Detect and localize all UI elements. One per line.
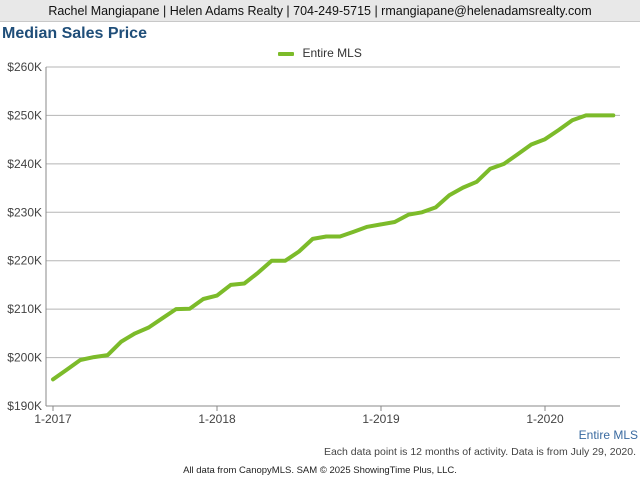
y-tick-label: $260K [7,60,42,74]
data-point [420,210,424,214]
x-tick-label: 1-2017 [34,412,72,426]
data-point [598,113,602,117]
data-point [92,355,96,359]
data-point [51,377,55,381]
data-point [283,259,287,263]
data-point [119,340,123,344]
data-point [174,307,178,311]
data-point [502,162,506,166]
data-point [270,259,274,263]
x-tick-label: 1-2018 [198,412,236,426]
contact-text: Rachel Mangiapane | Helen Adams Realty |… [48,4,592,18]
data-point [529,142,533,146]
data-point [324,235,328,238]
y-tick-label: $240K [7,157,42,171]
data-point [488,167,492,171]
axes [45,67,620,411]
data-point [584,113,588,117]
data-point [201,297,205,301]
y-tick-label: $250K [7,108,42,122]
legend-label: Entire MLS [302,46,362,60]
tick-labels: $190K $200K $210K $220K $230K $240K $250K $260K… [7,60,564,426]
data-point [406,213,410,217]
x-tick-label: 1-2019 [362,412,400,426]
data-point [311,237,315,241]
data-point [379,222,383,226]
x-tick-label: 1-2020 [526,412,564,426]
y-tick-label: $190K [7,399,42,413]
data-point [365,225,369,229]
data-point [611,113,615,117]
data-point [393,220,397,224]
y-tick-label: $200K [7,351,42,365]
data-point [447,193,451,197]
y-tick-label: $230K [7,205,42,219]
contact-bar: Rachel Mangiapane | Helen Adams Realty |… [0,0,640,22]
chart-legend: Entire MLS [0,46,640,60]
data-point [160,316,164,320]
data-point [543,137,547,141]
data-point [475,180,479,184]
data-point [242,281,246,285]
data-point [516,152,520,156]
data-point [461,186,465,190]
data-point [557,128,561,132]
data-point [434,205,438,209]
data-point [78,358,82,362]
data-point [570,118,574,122]
data-point [106,353,110,357]
series-layer [51,113,616,382]
data-point [297,250,301,254]
data-point [147,326,151,330]
data-point [338,235,342,238]
y-tick-label: $210K [7,302,42,316]
y-tick-label: $220K [7,254,42,268]
series-line-entire-mls [51,113,616,382]
grid-lines [46,66,620,359]
data-point [352,230,356,234]
data-point [133,331,137,335]
data-point [188,307,192,311]
legend-swatch [278,51,295,56]
data-point [229,283,233,287]
data-credits: All data from CanopyMLS. SAM © 2025 Show… [183,465,457,476]
series-tag: Entire MLS [578,428,638,442]
data-point [256,271,260,275]
footnote: Each data point is 12 months of activity… [323,446,636,458]
data-point [65,368,69,372]
data-point [215,294,219,298]
chart-title: Median Sales Price [2,25,147,42]
